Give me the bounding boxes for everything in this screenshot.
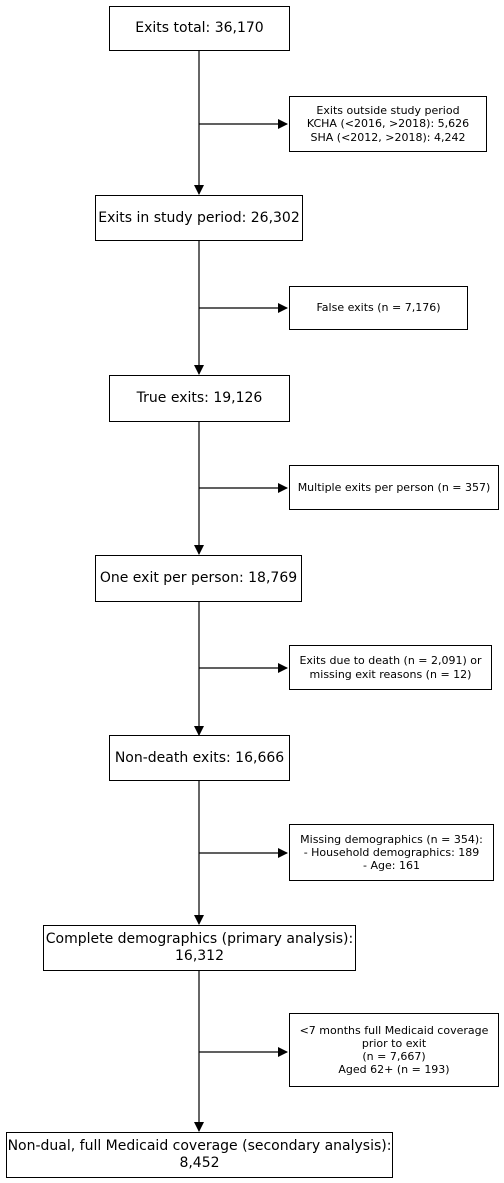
main-box-label: Non-dual, full Medicaid coverage (second… — [7, 1138, 392, 1155]
main-box-non-death-exits: Non-death exits: 16,666 — [109, 735, 290, 781]
side-box-line: prior to exit — [361, 1036, 427, 1050]
side-box-exits-due-to-death: Exits due to death (n = 2,091) or missin… — [289, 645, 492, 690]
side-box-exits-outside-study-period: Exits outside study period KCHA (<2016, … — [289, 96, 487, 152]
side-box-line: KCHA (<2016, >2018): 5,626 — [306, 117, 470, 131]
main-box-label: One exit per person: 18,769 — [99, 570, 298, 587]
main-box-label: Exits in study period: 26,302 — [98, 209, 300, 226]
main-box-label: Exits total: 36,170 — [135, 20, 264, 37]
main-box-label: Complete demographics (primary analysis)… — [45, 931, 354, 948]
main-box-exits-total: Exits total: 36,170 — [109, 6, 290, 51]
side-box-multiple-exits: Multiple exits per person (n = 357) — [289, 465, 499, 510]
side-box-line: Exits due to death (n = 2,091) or — [299, 654, 482, 668]
side-box-line: (n = 7,667) — [362, 1050, 426, 1063]
main-box-label: True exits: 19,126 — [136, 390, 263, 407]
main-box-true-exits: True exits: 19,126 — [109, 375, 290, 422]
side-box-line: Aged 62+ (n = 193) — [338, 1063, 450, 1077]
main-box-label: Non-death exits: 16,666 — [114, 749, 285, 766]
main-box-non-dual-medicaid: Non-dual, full Medicaid coverage (second… — [6, 1132, 393, 1178]
main-box-count: 16,312 — [175, 948, 224, 964]
side-box-line: SHA (<2012, >2018): 4,242 — [310, 130, 466, 144]
side-box-medicaid-coverage: <7 months full Medicaid coverage prior t… — [289, 1013, 499, 1087]
main-box-count: 8,452 — [179, 1155, 220, 1171]
side-box-false-exits: False exits (n = 7,176) — [289, 286, 468, 330]
side-box-line: <7 months full Medicaid coverage — [299, 1023, 489, 1037]
side-box-missing-demographics: Missing demographics (n = 354): - Househ… — [289, 824, 494, 881]
side-box-line: Multiple exits per person (n = 357) — [297, 480, 491, 494]
main-box-exits-in-study-period: Exits in study period: 26,302 — [95, 195, 303, 241]
side-box-line: - Age: 161 — [363, 859, 420, 873]
side-box-line: Exits outside study period — [316, 104, 460, 118]
main-box-one-exit-per-person: One exit per person: 18,769 — [95, 555, 302, 602]
main-box-complete-demographics: Complete demographics (primary analysis)… — [43, 925, 356, 971]
side-box-line: - Household demographics: 189 — [303, 845, 480, 859]
side-box-line: missing exit reasons (n = 12) — [309, 667, 472, 681]
side-box-line: False exits (n = 7,176) — [316, 301, 441, 315]
side-box-line: Missing demographics (n = 354): — [300, 832, 483, 846]
